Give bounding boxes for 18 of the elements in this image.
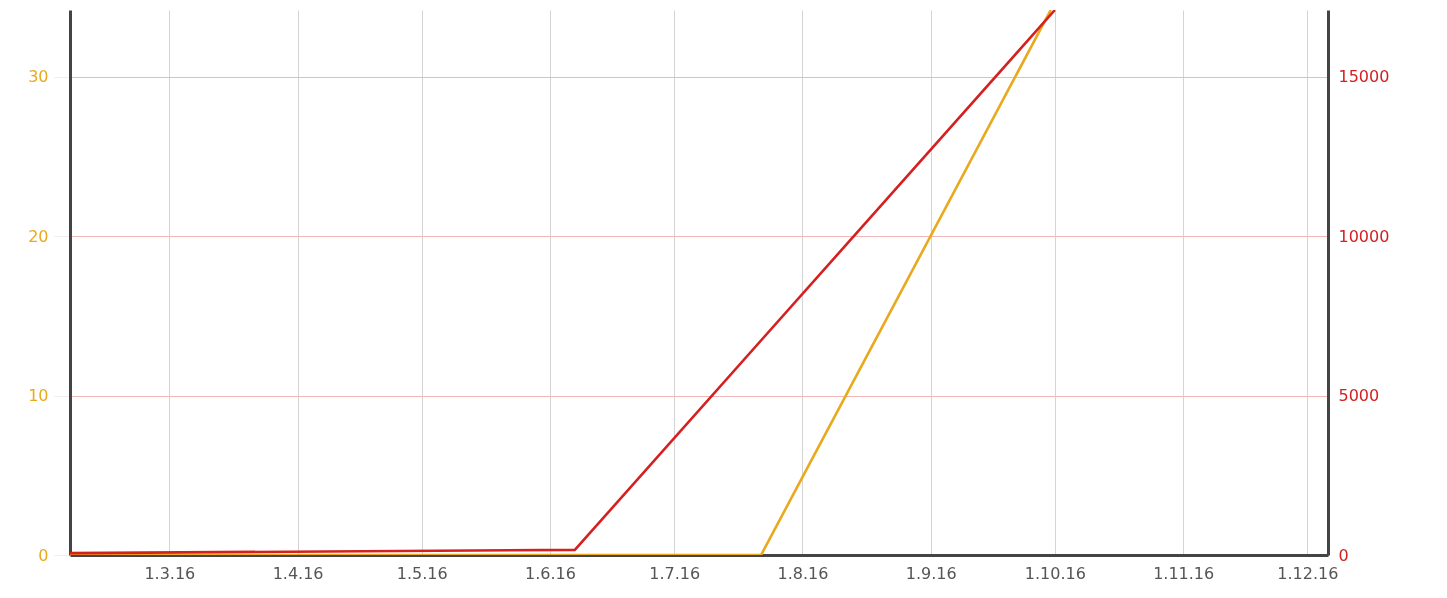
x-tick-label: 1.3.16 [144, 563, 196, 583]
x-tick-label: 1.12.16 [1277, 563, 1339, 583]
y2-tick-label: 10000 [1338, 226, 1390, 246]
y2-tick-label: 5000 [1338, 386, 1380, 406]
x-tick-label: 1.7.16 [649, 563, 701, 583]
y-tick-label: 0 [38, 545, 49, 565]
y2-tick-label: 0 [1338, 545, 1349, 565]
x-tick-label: 1.10.16 [1024, 563, 1086, 583]
y-tick-label: 30 [28, 67, 49, 87]
x-tick-label: 1.4.16 [272, 563, 324, 583]
x-tick-label: 1.9.16 [905, 563, 957, 583]
x-tick-label: 1.6.16 [525, 563, 576, 583]
x-tick-label: 1.11.16 [1153, 563, 1215, 583]
x-tick-label: 1.8.16 [777, 563, 829, 583]
y-tick-label: 20 [28, 226, 49, 246]
y-tick-label: 10 [28, 386, 49, 406]
y2-tick-label: 15000 [1338, 67, 1390, 87]
x-tick-label: 1.5.16 [396, 563, 448, 583]
